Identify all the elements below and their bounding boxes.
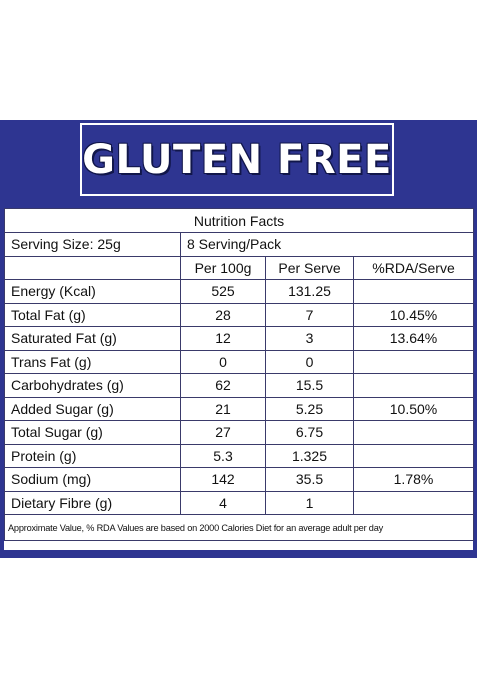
per-serve-value: 1.325 xyxy=(265,443,354,468)
nutrient-name: Added Sugar (g) xyxy=(4,396,181,421)
per-100g-value: 525 xyxy=(180,279,266,304)
per-serve-value: 15.5 xyxy=(265,373,354,398)
per-100g-value: 0 xyxy=(180,349,266,374)
nutrition-facts-table: Nutrition Facts Serving Size: 25g 8 Serv… xyxy=(4,208,474,541)
footnote-row: Approximate Value, % RDA Values are base… xyxy=(4,514,474,541)
rda-value: 13.64% xyxy=(353,326,474,351)
nutrient-name: Sodium (mg) xyxy=(4,467,181,492)
per-100g-value: 142 xyxy=(180,467,266,492)
rda-value: 10.45% xyxy=(353,302,474,327)
table-row: Saturated Fat (g) 12 3 13.64% xyxy=(4,326,474,351)
nutrient-name: Dietary Fibre (g) xyxy=(4,490,181,515)
table-row: Energy (Kcal) 525 131.25 xyxy=(4,279,474,304)
table-row: Protein (g) 5.3 1.325 xyxy=(4,443,474,468)
per-serve-value: 7 xyxy=(265,302,354,327)
serving-row: Serving Size: 25g 8 Serving/Pack xyxy=(4,232,474,257)
table-row: Added Sugar (g) 21 5.25 10.50% xyxy=(4,396,474,421)
nutrient-name: Trans Fat (g) xyxy=(4,349,181,374)
per-100g-value: 4 xyxy=(180,490,266,515)
header-row: Per 100g Per Serve %RDA/Serve xyxy=(4,255,474,280)
per-serve-value: 3 xyxy=(265,326,354,351)
per-serve-value: 0 xyxy=(265,349,354,374)
rda-value xyxy=(353,420,474,445)
per-100g-value: 27 xyxy=(180,420,266,445)
per-100g-value: 62 xyxy=(180,373,266,398)
serving-pack: 8 Serving/Pack xyxy=(180,232,474,257)
table-title-row: Nutrition Facts xyxy=(4,208,474,233)
column-header: Per Serve xyxy=(265,255,354,280)
rda-value: 10.50% xyxy=(353,396,474,421)
nutrient-name: Protein (g) xyxy=(4,443,181,468)
table-row: Total Fat (g) 28 7 10.45% xyxy=(4,302,474,327)
nutrient-name: Total Fat (g) xyxy=(4,302,181,327)
per-serve-value: 35.5 xyxy=(265,467,354,492)
footnote: Approximate Value, % RDA Values are base… xyxy=(4,514,474,541)
table-title: Nutrition Facts xyxy=(4,208,474,233)
column-header: Per 100g xyxy=(180,255,266,280)
table-row: Dietary Fibre (g) 4 1 xyxy=(4,490,474,515)
per-serve-value: 1 xyxy=(265,490,354,515)
nutrition-table-container: Nutrition Facts Serving Size: 25g 8 Serv… xyxy=(4,208,474,550)
table-row: Sodium (mg) 142 35.5 1.78% xyxy=(4,467,474,492)
column-header: %RDA/Serve xyxy=(353,255,474,280)
serving-size: Serving Size: 25g xyxy=(4,232,181,257)
nutrient-name: Saturated Fat (g) xyxy=(4,326,181,351)
rda-value: 1.78% xyxy=(353,467,474,492)
badge-title: GLUTEN FREE xyxy=(82,136,392,183)
per-100g-value: 28 xyxy=(180,302,266,327)
gluten-free-badge: GLUTEN FREE xyxy=(80,123,394,196)
per-100g-value: 21 xyxy=(180,396,266,421)
table-row: Trans Fat (g) 0 0 xyxy=(4,349,474,374)
rda-value xyxy=(353,443,474,468)
nutrient-name: Carbohydrates (g) xyxy=(4,373,181,398)
rda-value xyxy=(353,279,474,304)
table-row: Carbohydrates (g) 62 15.5 xyxy=(4,373,474,398)
per-serve-value: 5.25 xyxy=(265,396,354,421)
rda-value xyxy=(353,490,474,515)
nutrient-name: Energy (Kcal) xyxy=(4,279,181,304)
per-serve-value: 131.25 xyxy=(265,279,354,304)
header-blank xyxy=(4,255,181,280)
per-serve-value: 6.75 xyxy=(265,420,354,445)
rda-value xyxy=(353,373,474,398)
per-100g-value: 5.3 xyxy=(180,443,266,468)
table-row: Total Sugar (g) 27 6.75 xyxy=(4,420,474,445)
nutrient-name: Total Sugar (g) xyxy=(4,420,181,445)
rda-value xyxy=(353,349,474,374)
per-100g-value: 12 xyxy=(180,326,266,351)
